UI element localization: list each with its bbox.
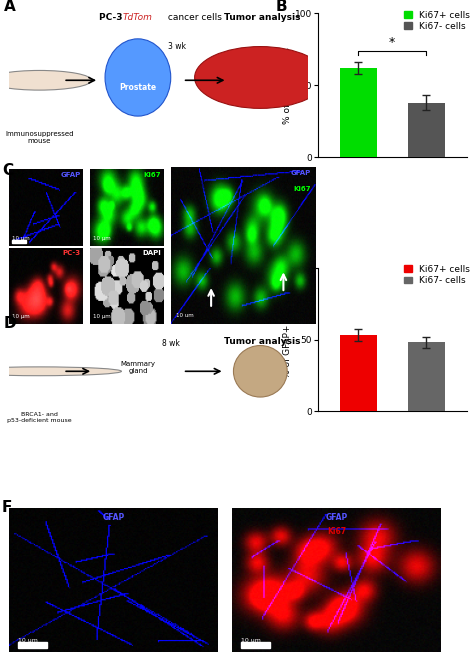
Text: A: A bbox=[3, 0, 15, 14]
Text: GFAP: GFAP bbox=[61, 171, 81, 177]
Text: 10 um: 10 um bbox=[241, 638, 261, 643]
Text: 10 um: 10 um bbox=[18, 638, 38, 643]
Text: 8 wk: 8 wk bbox=[162, 339, 180, 347]
Ellipse shape bbox=[0, 367, 121, 376]
Text: Ki67: Ki67 bbox=[144, 171, 161, 177]
Bar bbox=[408, 102, 445, 157]
Text: B: B bbox=[276, 0, 287, 14]
Text: Immunosuppressed
mouse: Immunosuppressed mouse bbox=[5, 130, 73, 143]
Circle shape bbox=[195, 47, 326, 108]
Text: 10 μm: 10 μm bbox=[93, 236, 111, 241]
Bar bbox=[340, 335, 377, 411]
Text: 10 um: 10 um bbox=[176, 312, 194, 318]
Text: D: D bbox=[3, 316, 16, 331]
Bar bbox=[340, 68, 377, 157]
Text: 3 wk: 3 wk bbox=[168, 42, 186, 52]
Legend: Ki67+ cells, Ki67- cells: Ki67+ cells, Ki67- cells bbox=[404, 11, 470, 31]
Y-axis label: % of GFAP+ cells: % of GFAP+ cells bbox=[283, 47, 292, 124]
Bar bbox=[241, 642, 270, 648]
Text: BRCA1- and
p53-deficient mouse: BRCA1- and p53-deficient mouse bbox=[7, 411, 72, 423]
Y-axis label: % of GFAP+ cells: % of GFAP+ cells bbox=[283, 301, 292, 378]
Text: Tumor analysis: Tumor analysis bbox=[225, 13, 301, 22]
Bar bbox=[12, 240, 26, 243]
Text: *: * bbox=[389, 36, 395, 50]
Text: Tumor analysis: Tumor analysis bbox=[225, 337, 301, 346]
Text: F: F bbox=[1, 500, 11, 515]
Ellipse shape bbox=[0, 70, 91, 90]
Text: E: E bbox=[276, 253, 286, 268]
Text: Mammary
gland: Mammary gland bbox=[120, 361, 155, 374]
Text: PC-3: PC-3 bbox=[99, 13, 126, 22]
Text: 10 μm: 10 μm bbox=[93, 314, 111, 319]
Text: Ki67: Ki67 bbox=[293, 186, 311, 192]
Text: 10 μm: 10 μm bbox=[12, 314, 30, 319]
Ellipse shape bbox=[233, 345, 287, 397]
Text: GFAP: GFAP bbox=[291, 171, 311, 177]
Ellipse shape bbox=[105, 39, 171, 116]
Text: PC-3: PC-3 bbox=[63, 250, 81, 256]
Text: TdTom: TdTom bbox=[123, 13, 153, 22]
Text: Prostate: Prostate bbox=[119, 83, 156, 92]
Bar bbox=[408, 343, 445, 411]
Text: GFAP: GFAP bbox=[103, 512, 125, 522]
Legend: Ki67+ cells, Ki67- cells: Ki67+ cells, Ki67- cells bbox=[404, 265, 470, 285]
Text: 10 μm: 10 μm bbox=[12, 236, 30, 241]
Text: DAPI: DAPI bbox=[143, 250, 161, 256]
Text: C: C bbox=[2, 163, 13, 178]
Bar bbox=[18, 642, 47, 648]
Text: Ki67: Ki67 bbox=[327, 527, 346, 536]
Text: cancer cells: cancer cells bbox=[165, 13, 222, 22]
Text: GFAP: GFAP bbox=[326, 512, 347, 522]
